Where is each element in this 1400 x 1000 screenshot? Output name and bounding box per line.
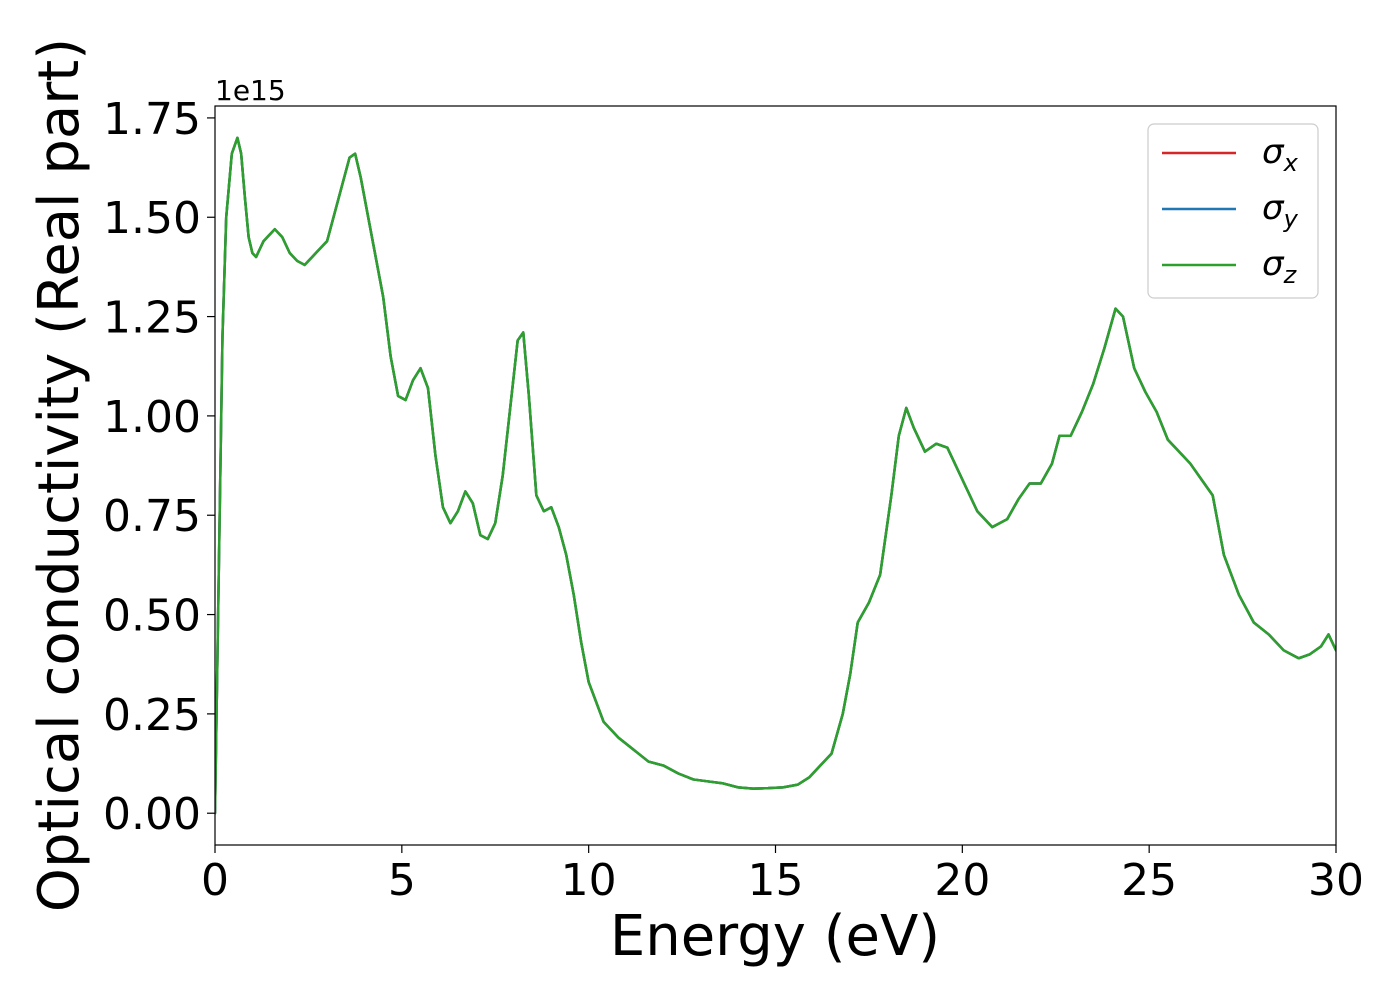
y-axis-label: Optical conductivity (Real part) [27,38,92,912]
y-tick-label: 1.00 [103,392,201,443]
x-axis-label: Energy (eV) [610,904,940,969]
x-tick-label: 5 [388,855,416,906]
y-tick-label: 0.75 [103,491,201,542]
y-offset-label: 1e15 [215,74,286,107]
x-tick-label: 30 [1308,855,1364,906]
y-tick-label: 1.50 [103,193,201,244]
y-tick-label: 1.25 [103,293,201,344]
y-tick-label: 1.75 [103,94,201,145]
x-tick-label: 25 [1121,855,1177,906]
series-layer [215,136,1336,815]
legend-box [1147,123,1319,299]
y-axis: 0.00 0.25 0.50 0.75 1.00 1.25 1.50 1.75 [103,94,215,840]
y-tick-label: 0.25 [103,690,201,741]
x-tick-label: 15 [748,855,804,906]
x-tick-label: 0 [201,855,229,906]
y-tick-label: 0.50 [103,591,201,642]
x-tick-label: 10 [561,855,617,906]
series-line-z [215,136,1336,815]
y-tick-label: 0.00 [103,789,201,840]
x-tick-label: 20 [934,855,990,906]
x-axis: 0 5 10 15 20 25 30 [201,845,1364,906]
